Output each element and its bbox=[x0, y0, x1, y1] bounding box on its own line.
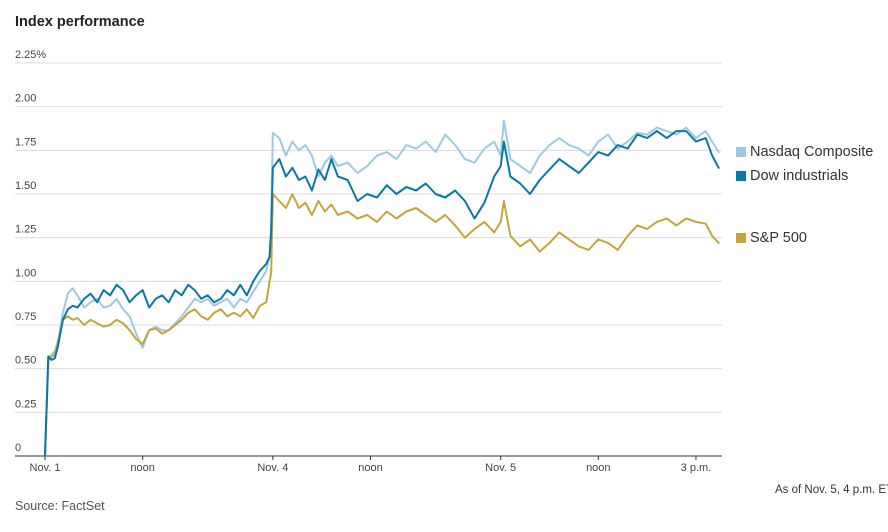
y-tick-label: 1.25 bbox=[15, 224, 36, 236]
series-line-dow bbox=[44, 130, 720, 457]
x-axis: Nov. 1 noon Nov. 4 noon Nov. 5 noon 3 p.m. bbox=[15, 455, 722, 474]
series-line-nasdaq bbox=[44, 119, 720, 457]
y-tick-label: 2.00 bbox=[15, 93, 36, 105]
legend-swatch-nasdaq bbox=[736, 147, 746, 157]
y-axis-tick-labels: 0 0.25 0.50 0.75 1.00 1.25 1.50 1.75 2.00 2.25% bbox=[15, 49, 46, 454]
y-tick-label: 1.75 bbox=[15, 136, 36, 148]
x-tick-label: Nov. 1 bbox=[30, 462, 61, 474]
x-tick-label: Nov. 5 bbox=[485, 462, 516, 474]
series-line-sp500 bbox=[44, 193, 720, 457]
series-lines bbox=[44, 119, 720, 457]
legend-label-sp500: S&P 500 bbox=[750, 230, 807, 246]
x-tick-label: noon bbox=[130, 462, 154, 474]
source-note: Source: FactSet bbox=[15, 499, 105, 513]
legend-swatch-sp500 bbox=[736, 233, 746, 243]
legend-item-dow: Dow industrials bbox=[736, 168, 848, 184]
y-tick-label: 1.00 bbox=[15, 267, 36, 279]
as-of-note: As of Nov. 5, 4 p.m. ET bbox=[775, 484, 888, 496]
y-tick-label: 0 bbox=[15, 442, 21, 454]
legend-item-sp500: S&P 500 bbox=[736, 230, 807, 246]
y-tick-label: 0.50 bbox=[15, 355, 36, 367]
gridlines bbox=[15, 62, 722, 413]
x-tick-label: noon bbox=[586, 462, 610, 474]
x-tick-label: noon bbox=[358, 462, 382, 474]
chart-title: Index performance bbox=[15, 14, 145, 30]
y-tick-label: 1.50 bbox=[15, 180, 36, 192]
legend-swatch-dow bbox=[736, 171, 746, 181]
y-tick-label: 0.25 bbox=[15, 398, 36, 410]
legend-label-nasdaq: Nasdaq Composite bbox=[750, 144, 874, 160]
x-tick-label: Nov. 4 bbox=[257, 462, 288, 474]
y-tick-label: 2.25% bbox=[15, 49, 46, 61]
legend-item-nasdaq: Nasdaq Composite bbox=[736, 144, 873, 160]
x-tick-label: 3 p.m. bbox=[681, 462, 712, 474]
y-tick-label: 0.75 bbox=[15, 311, 36, 323]
legend-label-dow: Dow industrials bbox=[750, 168, 849, 184]
